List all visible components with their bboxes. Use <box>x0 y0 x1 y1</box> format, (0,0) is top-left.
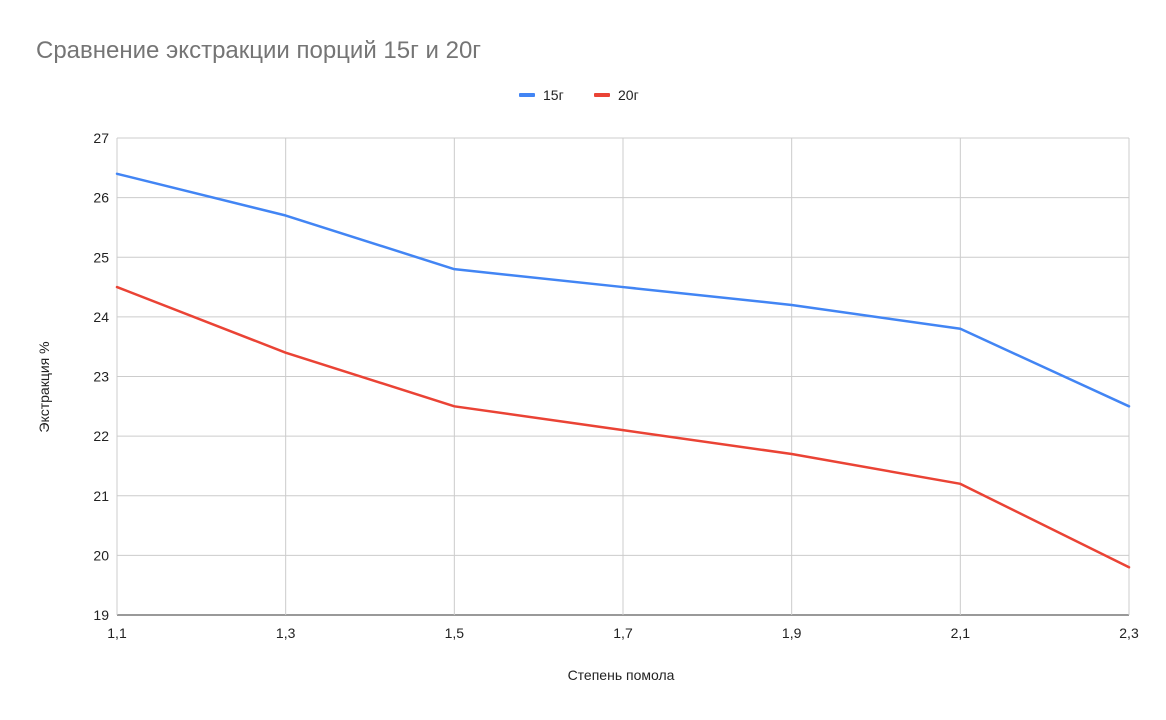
y-tick-label: 27 <box>93 130 109 146</box>
x-tick-label: 1,3 <box>276 625 296 641</box>
y-axis-ticks: 19 20 21 22 23 24 25 26 27 <box>93 130 109 623</box>
legend: 15г 20г <box>519 87 639 103</box>
legend-label: 20г <box>618 87 639 103</box>
y-tick-label: 21 <box>93 488 109 504</box>
y-tick-label: 24 <box>93 309 109 325</box>
x-tick-label: 1,5 <box>445 625 465 641</box>
y-tick-label: 23 <box>93 369 109 385</box>
x-axis-ticks: 1,1 1,3 1,5 1,7 1,9 2,1 2,3 <box>107 625 1139 641</box>
grid <box>116 137 1130 616</box>
series-group <box>115 172 1131 569</box>
chart-title: Сравнение экстракции порций 15г и 20г <box>36 37 481 64</box>
x-tick-label: 1,7 <box>613 625 633 641</box>
y-tick-label: 25 <box>93 249 109 265</box>
x-axis-label: Степень помола <box>568 667 675 683</box>
y-tick-label: 20 <box>93 547 109 563</box>
y-tick-label: 19 <box>93 607 109 623</box>
y-tick-label: 26 <box>93 190 109 206</box>
y-axis-label: Экстракция % <box>36 341 52 432</box>
x-tick-label: 1,1 <box>107 625 127 641</box>
legend-swatch <box>519 93 535 97</box>
x-tick-label: 2,1 <box>951 625 971 641</box>
legend-swatch <box>594 93 610 97</box>
legend-item-2: 20г <box>594 87 639 103</box>
x-tick-label: 2,3 <box>1119 625 1139 641</box>
x-tick-label: 1,9 <box>782 625 802 641</box>
legend-item-1: 15г <box>519 87 564 103</box>
legend-label: 15г <box>543 87 564 103</box>
y-tick-label: 22 <box>93 428 109 444</box>
